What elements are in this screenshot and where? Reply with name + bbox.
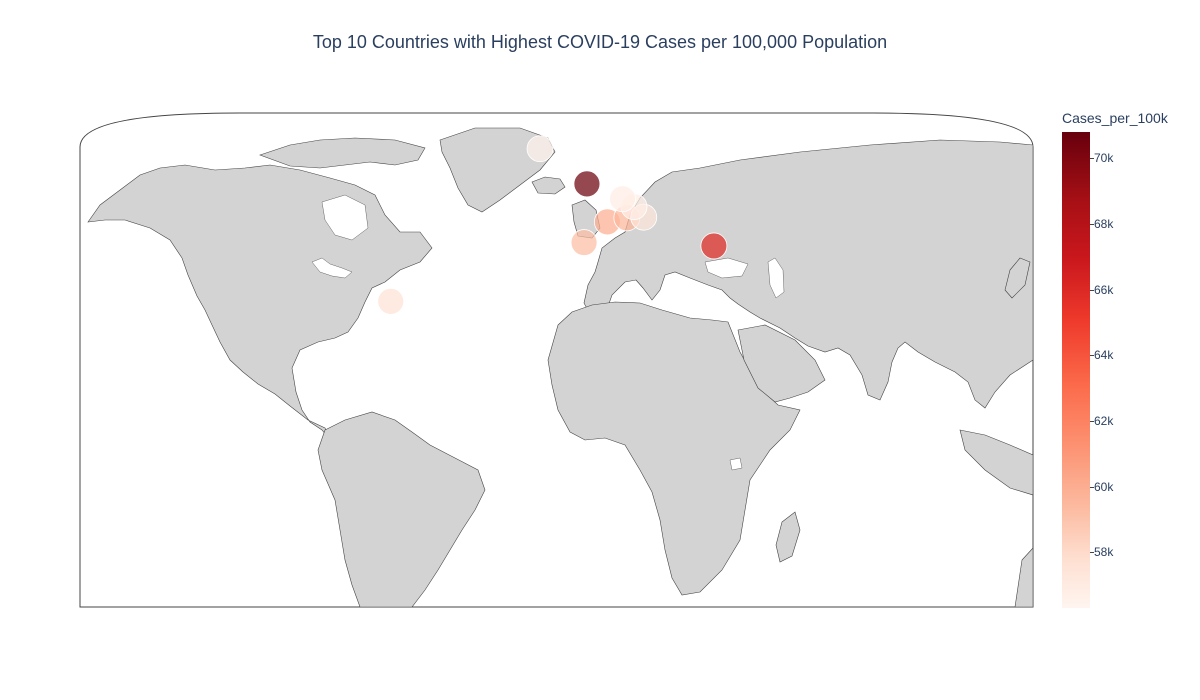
eurasia-landmass <box>583 139 1033 409</box>
country-bubble[interactable] <box>377 287 405 315</box>
lake-victoria <box>729 457 743 471</box>
bubble-layer <box>377 135 728 315</box>
greenland-landmass <box>439 127 556 213</box>
iceland-landmass <box>531 176 566 195</box>
colorbar <box>1062 132 1090 608</box>
colorbar-tick: 68k <box>1089 216 1114 231</box>
africa-landmass <box>547 301 801 596</box>
hudson-bay <box>321 194 369 241</box>
country-bubble[interactable] <box>526 135 554 163</box>
colorbar-title: Cases_per_100k <box>1062 110 1168 126</box>
colorbar-tick: 58k <box>1089 545 1114 560</box>
british-isles-landmass <box>571 199 601 239</box>
colorbar-tick: 66k <box>1089 282 1114 297</box>
southeast-asia-landmass <box>959 429 1033 496</box>
japan-landmass <box>1004 257 1031 299</box>
colorbar-tick: 70k <box>1089 151 1114 166</box>
country-bubble[interactable] <box>609 185 636 213</box>
madagascar-landmass <box>775 511 801 563</box>
arabia-landmass <box>737 324 826 403</box>
arctic-islands <box>259 137 426 169</box>
great-lakes <box>311 257 353 279</box>
country-bubble[interactable] <box>573 170 601 198</box>
country-bubble[interactable] <box>700 232 728 260</box>
chart-title: Top 10 Countries with Highest COVID-19 C… <box>312 32 888 52</box>
australia-landmass <box>1014 547 1033 607</box>
colorbar-tick: 64k <box>1089 348 1114 363</box>
colorbar-tick: 60k <box>1089 479 1114 494</box>
caspian-sea <box>767 257 785 299</box>
south-america-landmass <box>317 411 486 607</box>
colorbar-tick: 62k <box>1089 413 1114 428</box>
country-bubble[interactable] <box>570 229 598 256</box>
black-sea <box>704 257 749 279</box>
